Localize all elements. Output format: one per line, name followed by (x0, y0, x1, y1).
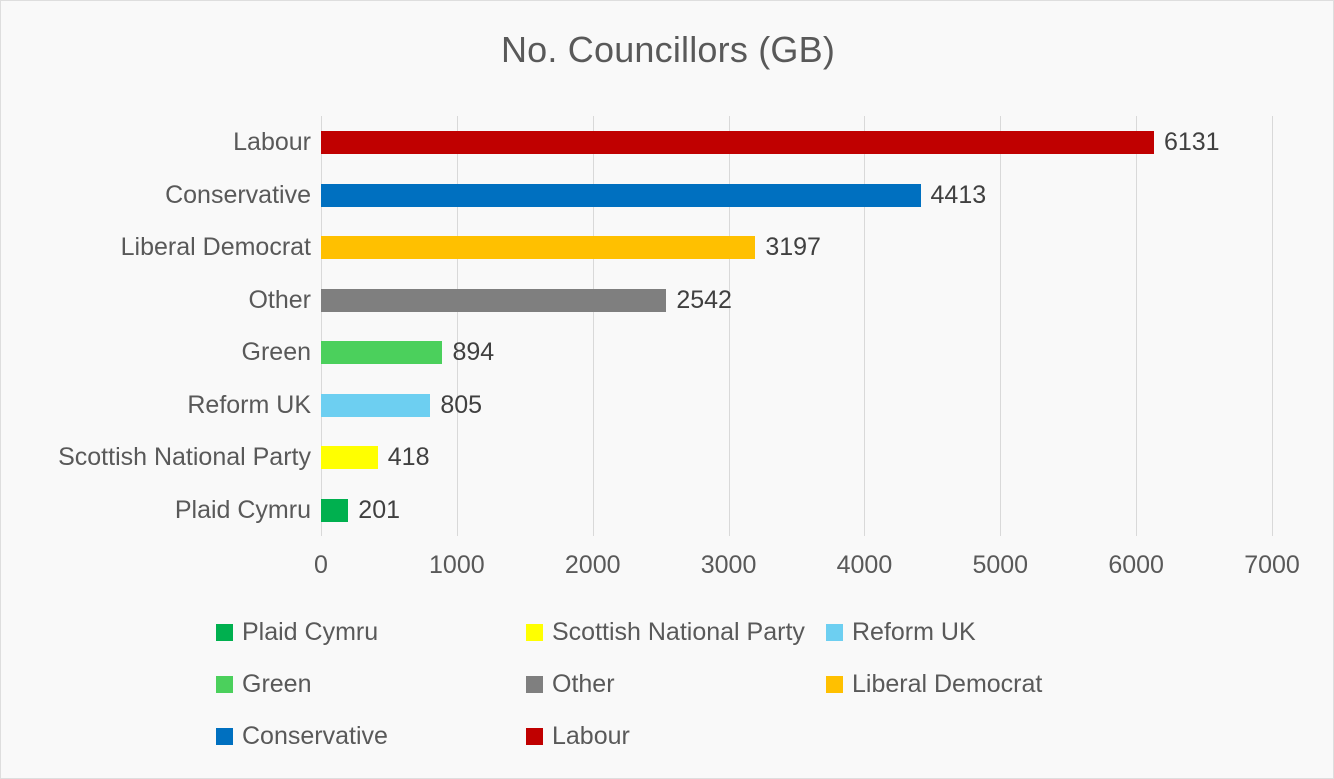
bar-value-label: 894 (452, 338, 495, 366)
bar-row[interactable]: 805 (321, 379, 1272, 432)
bar-value-label: 6131 (1163, 128, 1220, 156)
category-label-green: Green (241, 338, 311, 366)
bar-plaid-cymru[interactable] (321, 498, 349, 522)
bar-other[interactable] (321, 288, 667, 312)
legend-label: Other (552, 670, 615, 698)
legend-label: Scottish National Party (552, 618, 805, 646)
x-tick-0: 0 (314, 551, 328, 579)
legend-swatch-icon (216, 675, 233, 693)
gridline-0 (321, 116, 322, 536)
bar-value-label: 2542 (676, 285, 732, 314)
legend-item-scottish-national-party[interactable]: Scottish National Party (526, 616, 805, 648)
category-label-liberal-democrat: Liberal Democrat (120, 233, 311, 261)
bar-row[interactable]: 4413 (321, 169, 1272, 222)
page-title: No. Councillors (GB) (500, 29, 836, 70)
category-label-conservative: Conservative (165, 180, 311, 209)
legend-item-liberal-democrat[interactable]: Liberal Democrat (826, 668, 1042, 700)
legend-label: Green (242, 670, 312, 698)
bar-value-label: 201 (358, 495, 401, 524)
bar-row[interactable]: 3197 (321, 221, 1272, 274)
legend-label: Labour (552, 722, 630, 750)
legend-label: Reform UK (852, 618, 976, 646)
legend-item-conservative[interactable]: Conservative (216, 720, 388, 752)
bar-row[interactable]: 894 (321, 326, 1272, 379)
gridline-3000 (728, 116, 730, 536)
bar-reform-uk[interactable] (321, 393, 431, 417)
legend-label: Conservative (242, 722, 388, 750)
x-tick-2000: 2000 (564, 551, 621, 579)
bar-row[interactable]: 418 (321, 431, 1272, 484)
legend-item-plaid-cymru[interactable]: Plaid Cymru (216, 616, 378, 648)
legend-swatch-icon (826, 675, 843, 693)
x-tick-7000: 7000 (1244, 551, 1300, 579)
plot-area: 6131 4413 3197 2542 894 805 418 201 (321, 116, 1273, 537)
legend-swatch-icon (526, 675, 543, 693)
bar-value-label: 418 (387, 443, 430, 471)
legend-swatch-icon (216, 623, 233, 641)
bar-row[interactable]: 2542 (321, 274, 1272, 327)
category-label-reform-uk: Reform UK (187, 390, 311, 419)
legend-swatch-icon (526, 727, 543, 745)
bar-row[interactable]: 6131 (321, 116, 1272, 169)
legend-label: Plaid Cymru (242, 618, 379, 646)
bar-conservative[interactable] (321, 183, 921, 207)
x-tick-6000: 6000 (1108, 551, 1164, 579)
legend-item-reform-uk[interactable]: Reform UK (826, 616, 976, 648)
x-tick-1000: 1000 (429, 551, 485, 579)
gridline-6000 (1136, 116, 1138, 536)
legend-swatch-icon (216, 727, 233, 745)
category-label-plaid-cymru: Plaid Cymru (174, 495, 311, 524)
gridline-2000 (592, 116, 594, 536)
bar-value-label: 805 (440, 390, 483, 419)
legend-swatch-icon (826, 623, 843, 641)
x-tick-3000: 3000 (700, 551, 757, 579)
legend-item-green[interactable]: Green (216, 668, 311, 700)
gridline-1000 (456, 116, 458, 536)
category-label-labour: Labour (233, 128, 311, 156)
bar-row[interactable]: 201 (321, 484, 1272, 537)
bar-scottish-national-party[interactable] (321, 446, 378, 469)
legend-item-other[interactable]: Other (526, 668, 615, 700)
y-axis-category-labels: Labour Conservative Liberal Democrat Other G… (1, 116, 311, 536)
x-axis-tick-labels: 0 1000 2000 3000 4000 5000 6000 7000 (1, 549, 1333, 585)
gridline-7000 (1272, 116, 1273, 536)
bar-green[interactable] (321, 341, 443, 364)
category-label-scottish-national-party: Scottish National Party (58, 443, 311, 471)
bar-value-label: 4413 (930, 180, 987, 209)
legend-label: Liberal Democrat (852, 670, 1043, 698)
bar-liberal-democrat[interactable] (321, 236, 756, 259)
bar-labour[interactable] (321, 131, 1154, 154)
gridline-5000 (1000, 116, 1002, 536)
legend-swatch-icon (526, 623, 543, 641)
gridline-4000 (864, 116, 866, 536)
x-tick-5000: 5000 (972, 551, 1029, 579)
x-tick-4000: 4000 (836, 551, 893, 579)
legend-item-labour[interactable]: Labour (526, 720, 630, 752)
chart-legend: Plaid Cymru Scottish National Party Reform… (216, 616, 1116, 766)
category-label-other: Other (248, 285, 311, 314)
bar-value-label: 3197 (765, 233, 821, 261)
